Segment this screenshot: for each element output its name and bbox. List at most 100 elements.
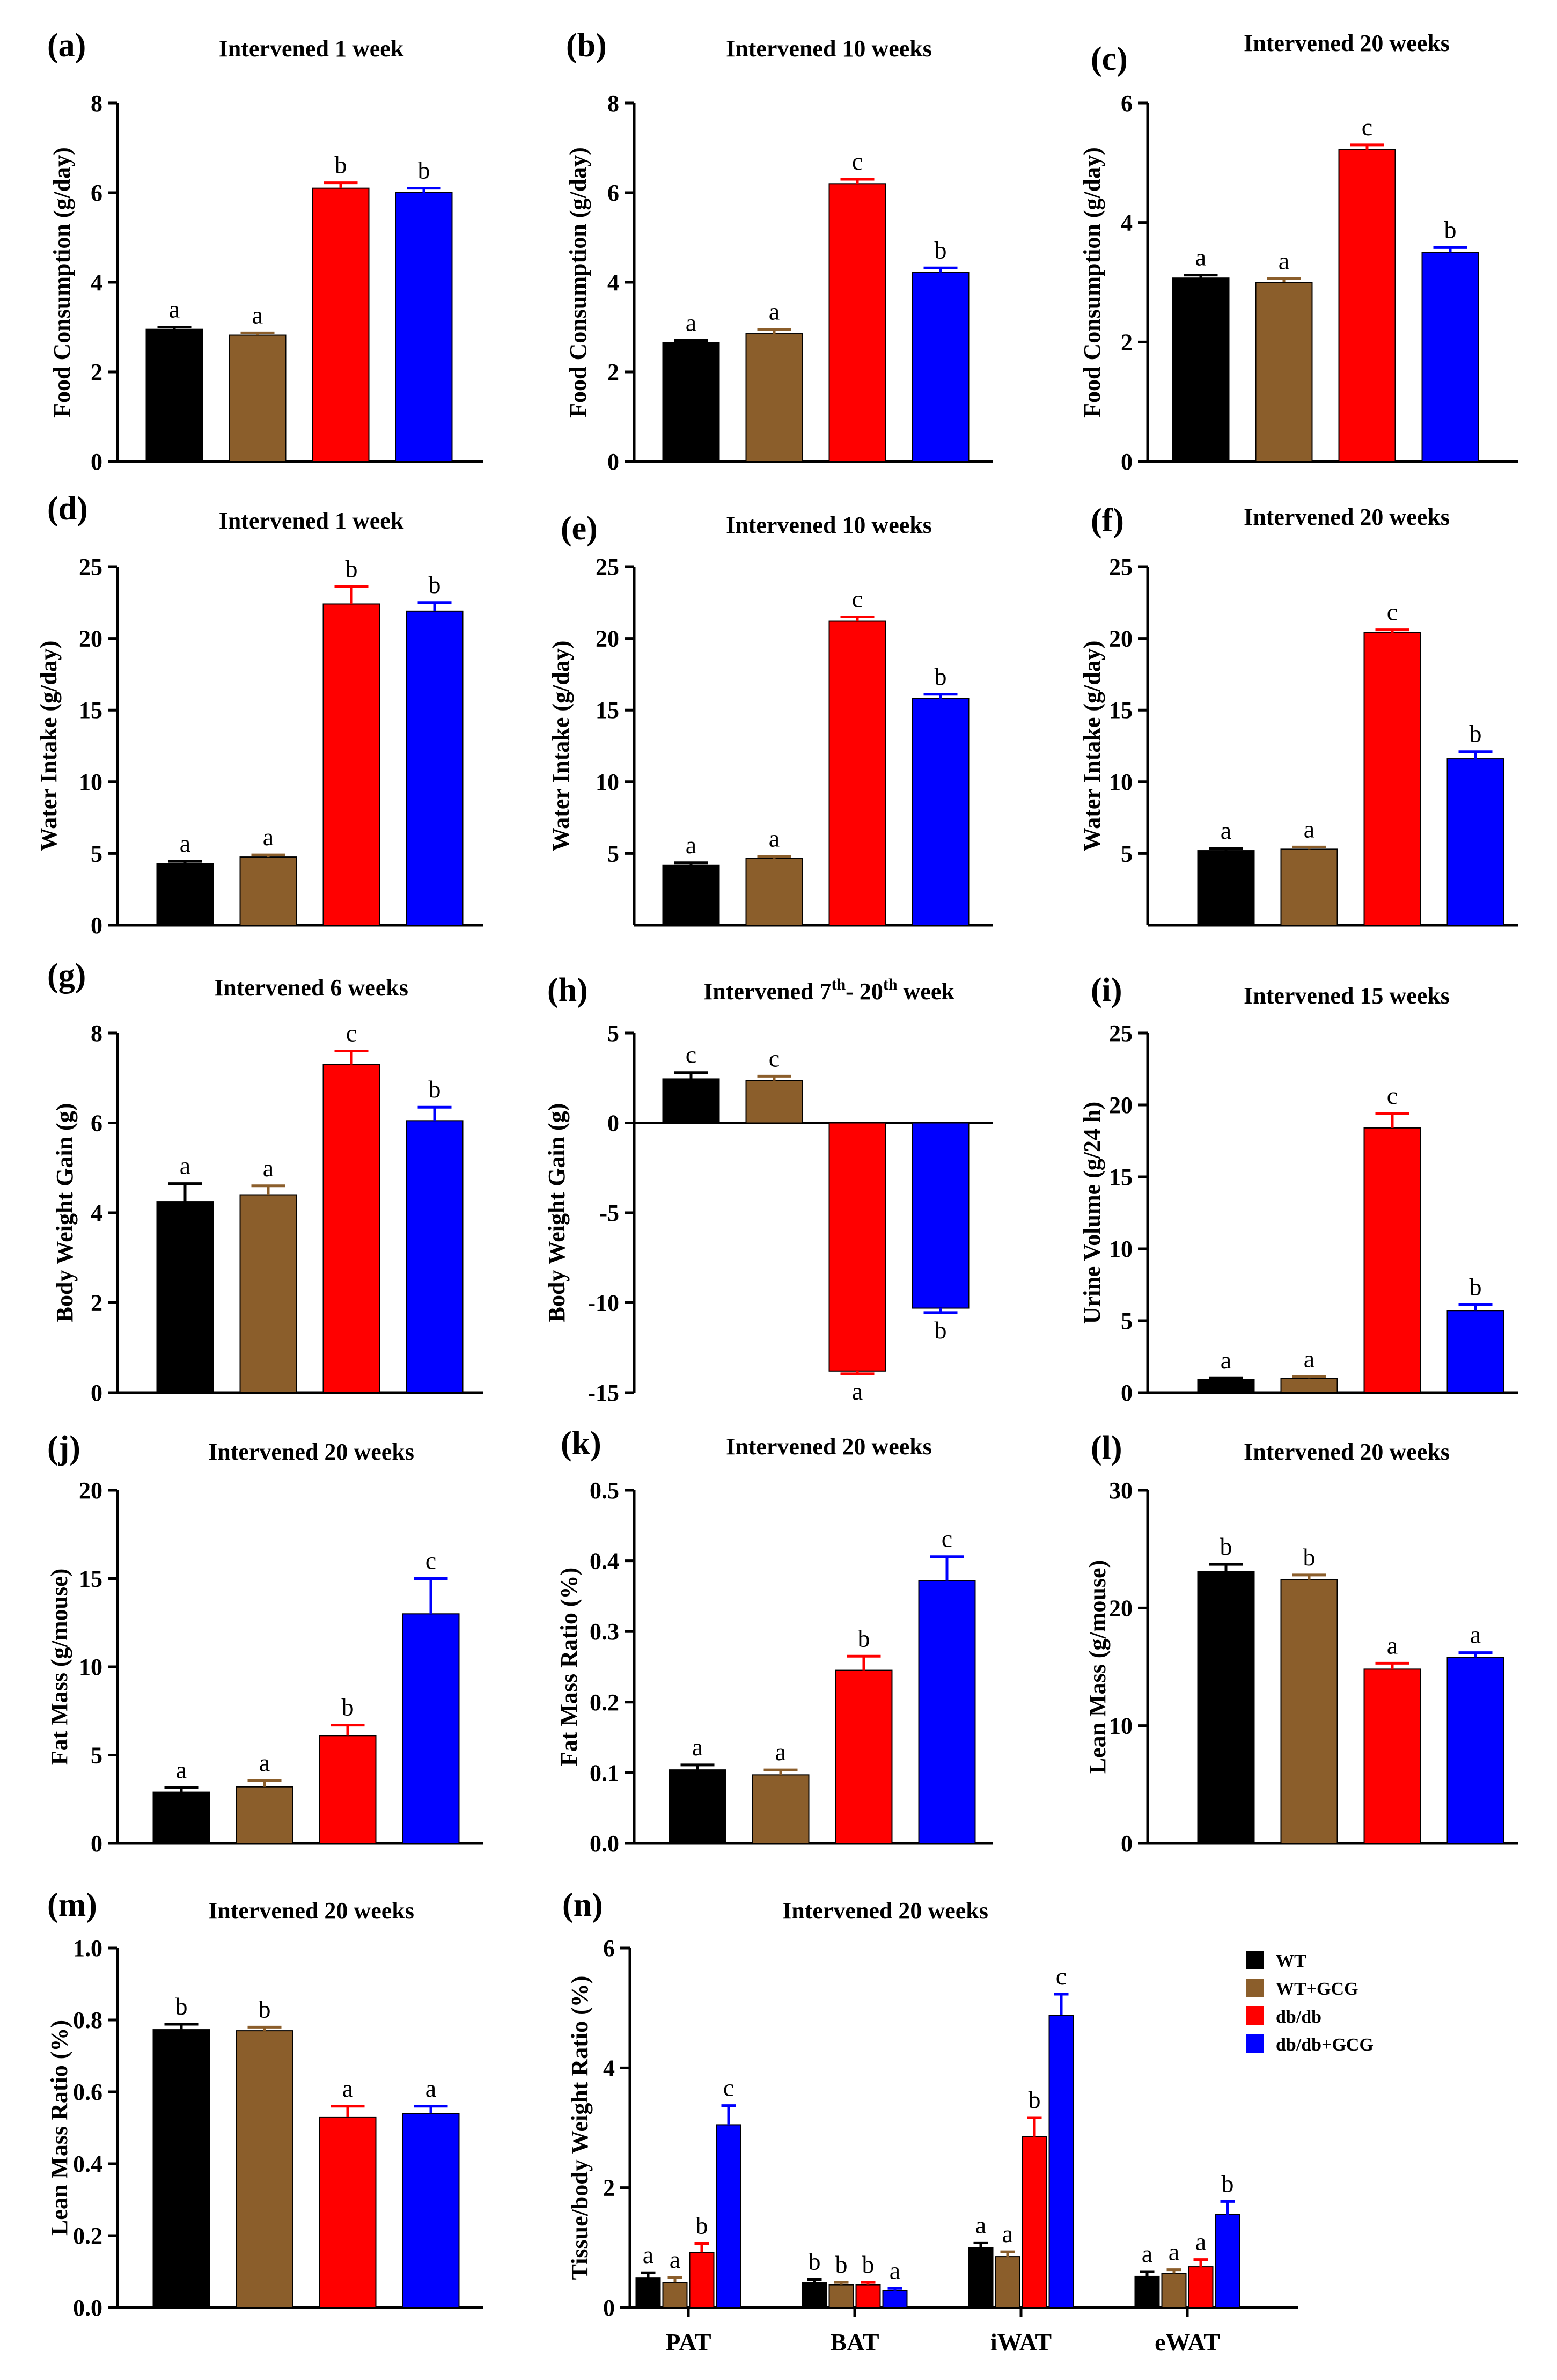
y-tick-label: 10 [79,1654,102,1680]
bar-pat-3 [716,2124,741,2309]
y-tick-label: 5 [607,1020,619,1046]
y-axis-label: Fat Mass Ratio (%) [556,1568,582,1766]
y-tick-label: 15 [79,1566,102,1592]
y-tick-label: 6 [603,1935,615,1961]
title-part: Intervened 7 [703,978,831,1005]
significance-label: c [852,585,863,613]
y-tick-label: 0.6 [73,2079,102,2105]
panel-title: Intervened 20 weeks [1244,30,1450,56]
y-tick-label: 6 [607,180,619,206]
bar-wt-gcg [745,1080,803,1124]
panel-c: (c) Intervened 20 weeks Food Consumption (… [1079,30,1518,475]
panel-label: (l) [1091,1430,1122,1466]
significance-label: c [686,1041,696,1068]
y-tick-label: 15 [596,697,619,723]
y-tick-label: 0 [1121,1830,1133,1857]
bar-db-db [835,1669,893,1844]
y-tick-label: 20 [79,1477,102,1504]
legend-label: db/db [1276,2007,1321,2027]
bar-wt [152,1791,210,1844]
y-axis-label: Urine Volume (g/24 h) [1079,1102,1105,1324]
bar-db-db-gcg [402,1613,460,1844]
panel-title: Intervened 20 weeks [782,1898,988,1924]
significance-label: a [180,1152,190,1180]
panel-label: (n) [562,1887,603,1923]
y-axis-label: Body Weight Gain (g) [52,1103,78,1323]
bar-bat-3 [882,2290,908,2309]
panel-title: Intervened 6 weeks [214,975,408,1001]
bar-wt [669,1769,726,1844]
y-tick-label: 30 [1109,1477,1133,1504]
y-tick-label: 5 [607,840,619,867]
panel-a: (a) Intervened 1 week Food Consumption (g/… [47,27,483,475]
significance-label: b [1470,720,1482,748]
y-axis-label: Body Weight Gain (g) [544,1103,570,1323]
significance-label: a [176,1756,187,1783]
significance-label: a [692,1733,703,1761]
panel-label: (c) [1091,41,1128,77]
bar-db-db [322,603,380,926]
y-tick-label: 4 [91,269,102,296]
significance-label: a [1002,2220,1013,2247]
significance-label: b [1220,1533,1232,1560]
panel-title: Intervened 15 weeks [1244,983,1450,1009]
significance-label: c [1056,1962,1067,1990]
panel-title: Intervened 7th- 20th week [703,976,954,1005]
x-tick-label: BAT [830,2328,879,2356]
y-tick-label: -5 [599,1200,619,1226]
bar-wt-gcg [1280,848,1338,926]
bar-wt-gcg [745,858,803,926]
y-axis-label: Lean Mass (g/mouse) [1084,1560,1111,1774]
significance-label: a [1195,244,1206,271]
x-tick-label: iWAT [990,2328,1052,2356]
significance-label: b [935,236,947,263]
significance-label: c [346,1020,357,1047]
significance-label: a [769,825,780,852]
significance-label: a [1304,1345,1314,1373]
bar-wt [662,342,720,462]
bar-wt [1197,850,1255,926]
panel-l: (l) Intervened 20 weeks Lean Mass (g/mouse… [1084,1430,1518,1857]
bar-wt [156,863,214,926]
y-axis-label: Lean Mass Ratio (%) [46,2020,72,2236]
bar-wt [1197,1571,1255,1844]
y-tick-label: 20 [1109,1092,1133,1118]
bar-wt [145,328,203,462]
significance-label: a [342,2075,353,2102]
significance-label: c [942,1525,952,1553]
panel-label: (e) [561,510,598,547]
bar-db-db-gcg [406,1120,464,1393]
significance-label: b [835,2251,848,2278]
legend: WT WT+GCG db/db db/db+GCG [1246,1951,1374,2055]
significance-label: a [169,296,180,323]
bar-wt-gcg [236,2030,293,2309]
y-tick-label: 5 [1121,1308,1133,1334]
bar-wt-gcg [1280,1579,1338,1844]
y-tick-label: 0.0 [73,2295,102,2321]
y-tick-label: 5 [91,1742,102,1769]
y-tick-label: 6 [91,1110,102,1137]
bar-wt [1172,277,1230,462]
significance-label: a [643,2241,653,2268]
y-tick-label: 4 [91,1200,102,1226]
y-tick-label: 0 [603,2295,615,2321]
significance-label: c [1362,113,1372,141]
y-tick-label: 20 [596,626,619,652]
y-tick-label: 15 [79,697,102,723]
y-axis-label: Food Consumption (g/day) [1079,147,1105,418]
bar-db-db-gcg [402,2113,460,2308]
bar-wt-gcg [752,1774,810,1844]
significance-label: b [858,1624,870,1652]
legend-swatch [1246,1979,1264,1997]
y-tick-label: 2 [91,1290,102,1316]
bar-wt-gcg [229,334,287,463]
panel-label: (a) [47,27,86,64]
title-part: - 20 [846,978,883,1005]
bar-ewat-2 [1188,2266,1214,2309]
panel-label: (d) [47,490,88,527]
y-tick-label: 8 [91,90,102,116]
bar-bat-0 [802,2282,827,2309]
bar-wt-gcg [239,856,297,926]
y-tick-label: 0.0 [590,1830,619,1857]
